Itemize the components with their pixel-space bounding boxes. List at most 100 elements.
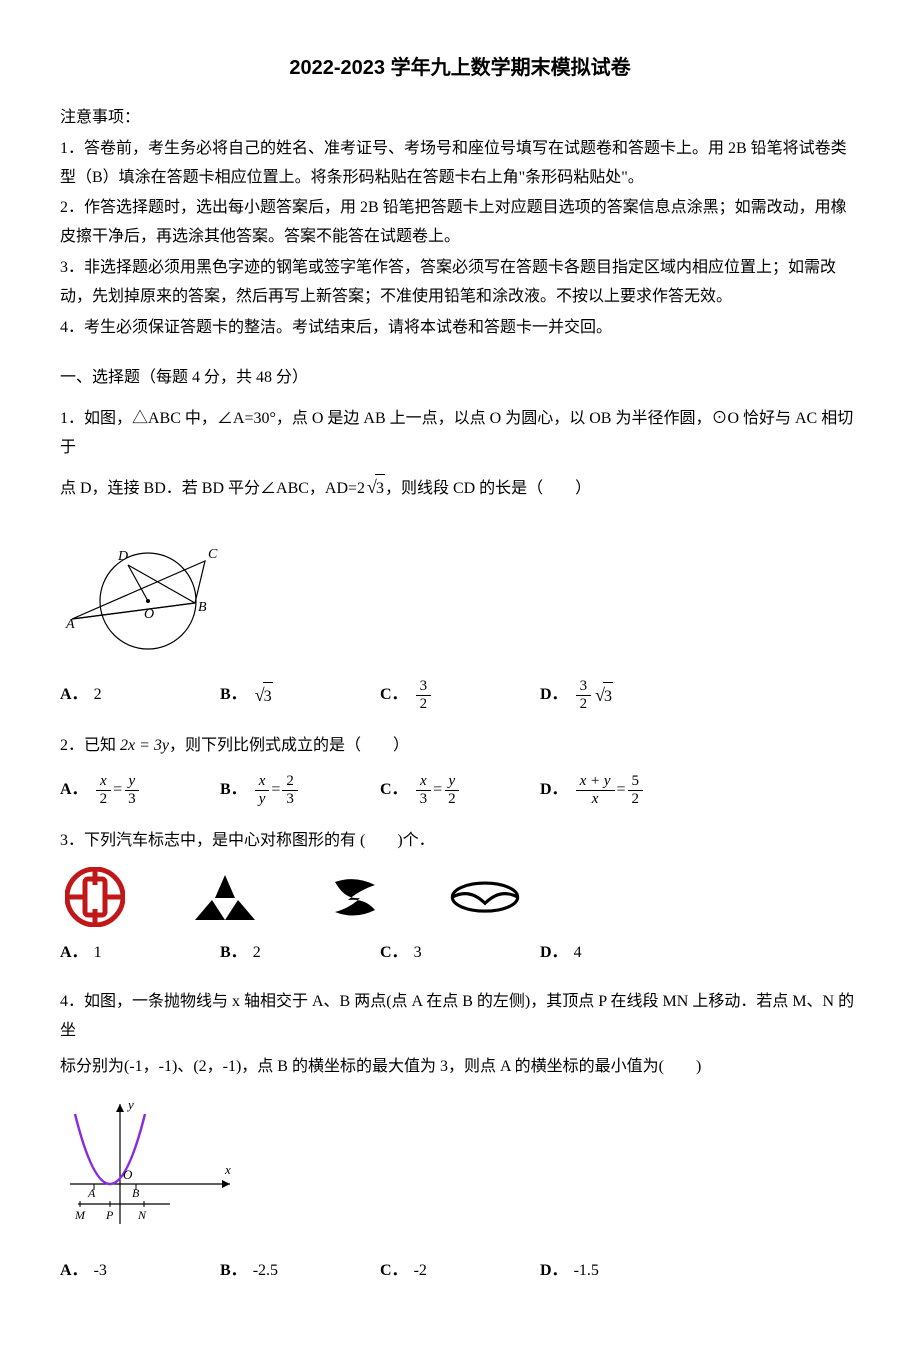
sqrt-icon: 3 bbox=[593, 679, 613, 712]
option-label: A． bbox=[60, 681, 88, 710]
denominator: 3 bbox=[124, 791, 140, 808]
svg-text:P: P bbox=[105, 1208, 114, 1222]
denominator: y bbox=[255, 791, 270, 808]
radicand: 3 bbox=[263, 682, 273, 712]
q1-stem-a: 1．如图，△ABC 中，∠A=30°，点 O 是边 AB 上一点，以点 O 为圆… bbox=[60, 405, 860, 463]
option-label: D． bbox=[540, 1257, 568, 1286]
logo-2 bbox=[190, 870, 260, 925]
numerator: 3 bbox=[576, 678, 592, 696]
svg-text:M: M bbox=[74, 1208, 86, 1222]
option-label: B． bbox=[220, 1257, 247, 1286]
option-d: D． x + yx = 52 bbox=[540, 773, 720, 807]
option-value: -2 bbox=[414, 1257, 427, 1286]
q4-stem-b: 标分别为(-1，-1)、(2，-1)，点 B 的横坐标的最大值为 3，则点 A … bbox=[60, 1053, 860, 1082]
option-label: C． bbox=[380, 776, 408, 805]
option-value: -3 bbox=[94, 1257, 107, 1286]
option-value: 2 bbox=[253, 939, 261, 968]
q4-figure: x y O A B M P N bbox=[60, 1094, 860, 1245]
option-value: 4 bbox=[574, 939, 582, 968]
svg-text:x: x bbox=[224, 1162, 231, 1177]
option-a: A． 1 bbox=[60, 939, 220, 968]
option-c: C． 32 bbox=[380, 678, 540, 712]
svg-text:A: A bbox=[65, 617, 75, 632]
svg-text:A: A bbox=[87, 1186, 96, 1200]
option-label: C． bbox=[380, 1257, 408, 1286]
section-header: 一、选择题（每题 4 分，共 48 分） bbox=[60, 364, 860, 393]
svg-text:y: y bbox=[126, 1097, 134, 1112]
sqrt-icon: 3 bbox=[365, 471, 385, 504]
notice-item: 2．作答选择题时，选出每小题答案后，用 2B 铅笔把答题卡上对应题目选项的答案信… bbox=[60, 194, 860, 252]
question-1: 1．如图，△ABC 中，∠A=30°，点 O 是边 AB 上一点，以点 O 为圆… bbox=[60, 405, 860, 712]
question-3: 3．下列汽车标志中，是中心对称图形的有 ( )个． bbox=[60, 827, 860, 968]
denominator: 2 bbox=[416, 696, 432, 713]
notice-item: 1．答卷前，考生务必将自己的姓名、准考证号、考场号和座位号填写在试题卷和答题卡上… bbox=[60, 135, 860, 193]
svg-text:C: C bbox=[208, 547, 218, 562]
option-label: B． bbox=[220, 939, 247, 968]
option-value: 3 bbox=[414, 939, 422, 968]
option-d: D． -1.5 bbox=[540, 1257, 700, 1286]
q1-stem-b: 点 D，连接 BD．若 BD 平分∠ABC，AD=2 3，则线段 CD 的长是（ … bbox=[60, 471, 860, 504]
exam-title: 2022-2023 学年九上数学期末模拟试卷 bbox=[60, 50, 860, 86]
question-2: 2．已知 2x = 3y，则下列比例式成立的是（ ） A． x2 = y3 B．… bbox=[60, 732, 860, 807]
option-label: D． bbox=[540, 776, 568, 805]
option-a: A． -3 bbox=[60, 1257, 220, 1286]
fraction: xy bbox=[255, 773, 270, 807]
option-a: A． x2 = y3 bbox=[60, 773, 220, 807]
q1-stem-b-suffix: ，则线段 CD 的长是（ ） bbox=[385, 480, 591, 497]
option-b: B． 2 bbox=[220, 939, 380, 968]
option-label: D． bbox=[540, 939, 568, 968]
q3-logos bbox=[60, 870, 860, 925]
radicand: 3 bbox=[375, 474, 385, 504]
numerator: x + y bbox=[576, 773, 615, 791]
logo-3 bbox=[320, 870, 390, 925]
option-label: B． bbox=[220, 776, 247, 805]
option-label: B． bbox=[220, 681, 247, 710]
denominator: 3 bbox=[282, 791, 298, 808]
q1-stem-b-prefix: 点 D，连接 BD．若 BD 平分∠ABC，AD=2 bbox=[60, 480, 365, 497]
option-label: C． bbox=[380, 681, 408, 710]
numerator: x bbox=[416, 773, 431, 791]
equals: = bbox=[271, 776, 280, 805]
option-a: A． 2 bbox=[60, 681, 220, 710]
numerator: 5 bbox=[628, 773, 644, 791]
numerator: y bbox=[125, 773, 140, 791]
geometry-figure: A B C D O bbox=[60, 516, 230, 656]
logo-4 bbox=[450, 870, 520, 925]
equals: = bbox=[113, 776, 122, 805]
numerator: x bbox=[255, 773, 270, 791]
svg-text:D: D bbox=[117, 549, 128, 564]
equals: = bbox=[617, 776, 626, 805]
option-b: B． 3 bbox=[220, 679, 380, 712]
q2-stem: 2．已知 2x = 3y，则下列比例式成立的是（ ） bbox=[60, 732, 860, 761]
q2-options: A． x2 = y3 B． xy = 23 C． x3 = y2 D． x + … bbox=[60, 773, 860, 807]
option-label: A． bbox=[60, 939, 88, 968]
fraction: 23 bbox=[282, 773, 298, 807]
option-b: B． xy = 23 bbox=[220, 773, 380, 807]
fraction: 52 bbox=[628, 773, 644, 807]
fraction: y2 bbox=[444, 773, 460, 807]
fraction: x + yx bbox=[576, 773, 615, 807]
denominator: x bbox=[588, 791, 603, 808]
fraction: x3 bbox=[416, 773, 432, 807]
denominator: 2 bbox=[576, 696, 592, 713]
stem-prefix: 2．已知 bbox=[60, 737, 120, 754]
option-d: D． 4 bbox=[540, 939, 700, 968]
option-label: A． bbox=[60, 1257, 88, 1286]
numerator: y bbox=[445, 773, 460, 791]
fraction: 32 bbox=[416, 678, 432, 712]
numerator: 3 bbox=[416, 678, 432, 696]
notice-header: 注意事项： bbox=[60, 104, 860, 133]
option-c: C． 3 bbox=[380, 939, 540, 968]
notice-item: 4．考生必须保证答题卡的整洁。考试结束后，请将本试卷和答题卡一并交回。 bbox=[60, 314, 860, 343]
equation: 2x = 3y bbox=[120, 737, 169, 754]
option-label: C． bbox=[380, 939, 408, 968]
option-c: C． -2 bbox=[380, 1257, 540, 1286]
denominator: 2 bbox=[96, 791, 112, 808]
equals: = bbox=[433, 776, 442, 805]
stem-suffix: ，则下列比例式成立的是（ ） bbox=[169, 737, 409, 754]
denominator: 2 bbox=[444, 791, 460, 808]
svg-text:B: B bbox=[198, 600, 207, 615]
denominator: 3 bbox=[416, 791, 432, 808]
q1-figure: A B C D O bbox=[60, 516, 860, 667]
svg-text:O: O bbox=[144, 607, 154, 622]
